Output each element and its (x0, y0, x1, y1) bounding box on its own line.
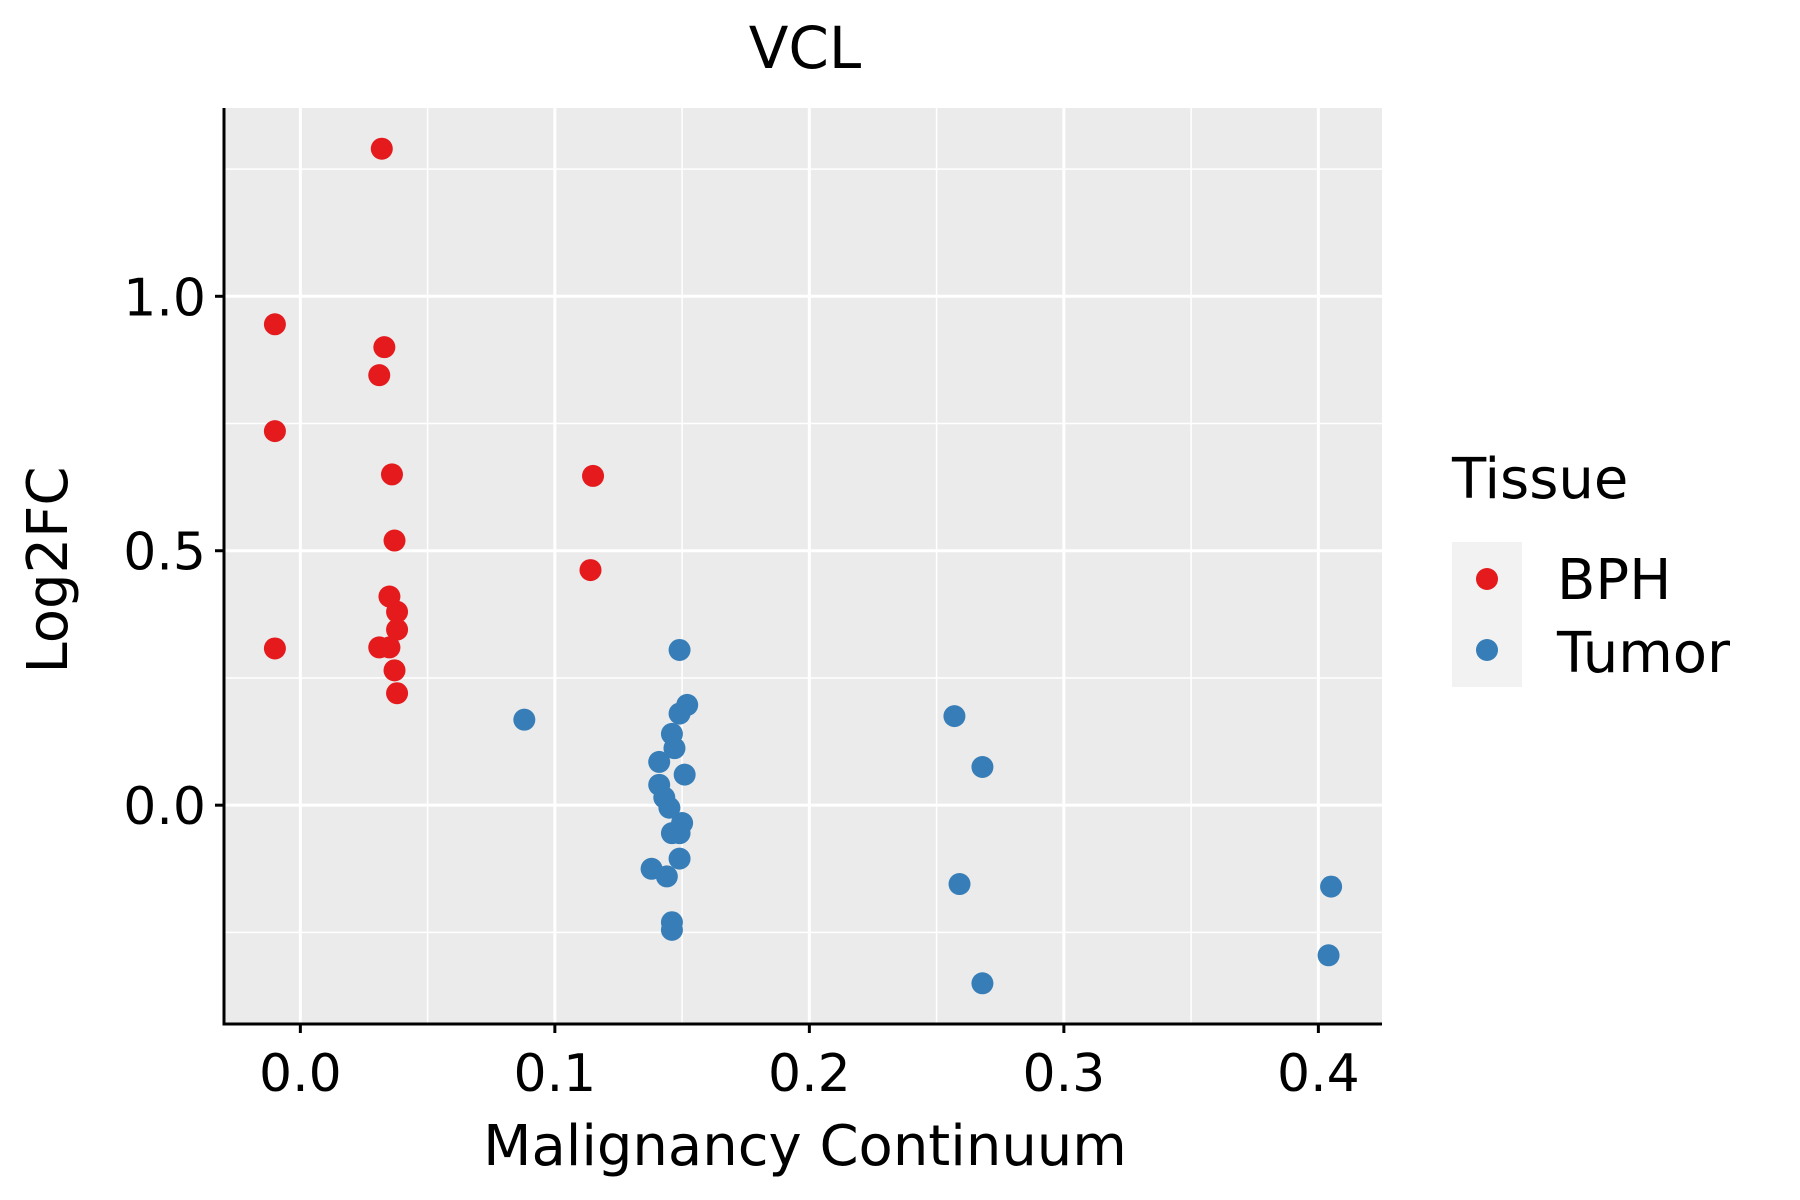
y-tick-label: 0.5 (123, 523, 206, 583)
legend-label-bph: BPH (1557, 548, 1671, 613)
legend: Tissue BPH Tumor (1451, 447, 1731, 687)
point-tumor (660, 918, 683, 941)
point-bph (263, 637, 286, 660)
y-tick-label: 1.0 (123, 268, 206, 328)
minor-gridlines (224, 108, 1382, 1024)
point-bph (370, 137, 393, 160)
x-tick-label: 0.2 (768, 1044, 851, 1104)
point-tumor (943, 705, 966, 728)
point-tumor (668, 702, 691, 725)
legend-key-background (1452, 542, 1522, 687)
point-tumor (971, 756, 994, 779)
point-tumor (668, 822, 691, 845)
point-tumor (655, 865, 678, 888)
point-tumor (948, 873, 971, 896)
point-bph (386, 618, 409, 641)
point-bph (263, 313, 286, 336)
point-bph (383, 659, 406, 682)
point-bph (582, 464, 605, 487)
major-gridlines (224, 108, 1382, 1024)
x-axis-ticks: 0.0 0.1 0.2 0.3 0.4 (259, 1024, 1360, 1104)
data-points (263, 137, 1343, 995)
x-tick-label: 0.4 (1277, 1044, 1360, 1104)
y-tick-label: 0.0 (123, 777, 206, 837)
point-bph (263, 420, 286, 443)
legend-key-tumor-dot (1476, 639, 1498, 661)
point-bph (386, 682, 409, 705)
point-bph (373, 336, 396, 359)
point-bph (378, 636, 401, 659)
point-bph (380, 463, 403, 486)
x-axis-title: Malignancy Continuum (483, 1114, 1127, 1179)
chart-title: VCL (749, 14, 862, 82)
point-tumor (648, 750, 671, 773)
x-tick-label: 0.0 (259, 1044, 342, 1104)
plot-panel (224, 108, 1382, 1024)
point-tumor (668, 847, 691, 870)
point-bph (368, 364, 391, 387)
legend-key-bph-dot (1476, 568, 1498, 590)
y-axis-title: Log2FC (16, 467, 81, 674)
point-tumor (663, 737, 686, 760)
legend-title: Tissue (1451, 447, 1628, 512)
legend-label-tumor: Tumor (1556, 621, 1731, 686)
point-bph (383, 529, 406, 552)
point-tumor (668, 638, 691, 661)
y-axis-ticks: 0.0 0.5 1.0 (123, 268, 224, 837)
x-tick-label: 0.1 (514, 1044, 597, 1104)
point-bph (579, 559, 602, 582)
x-tick-label: 0.3 (1023, 1044, 1106, 1104)
point-tumor (673, 763, 696, 786)
point-tumor (1317, 944, 1340, 967)
point-tumor (513, 708, 536, 731)
point-tumor (658, 796, 681, 819)
point-tumor (971, 972, 994, 995)
point-bph (386, 600, 409, 623)
point-tumor (1320, 875, 1343, 898)
